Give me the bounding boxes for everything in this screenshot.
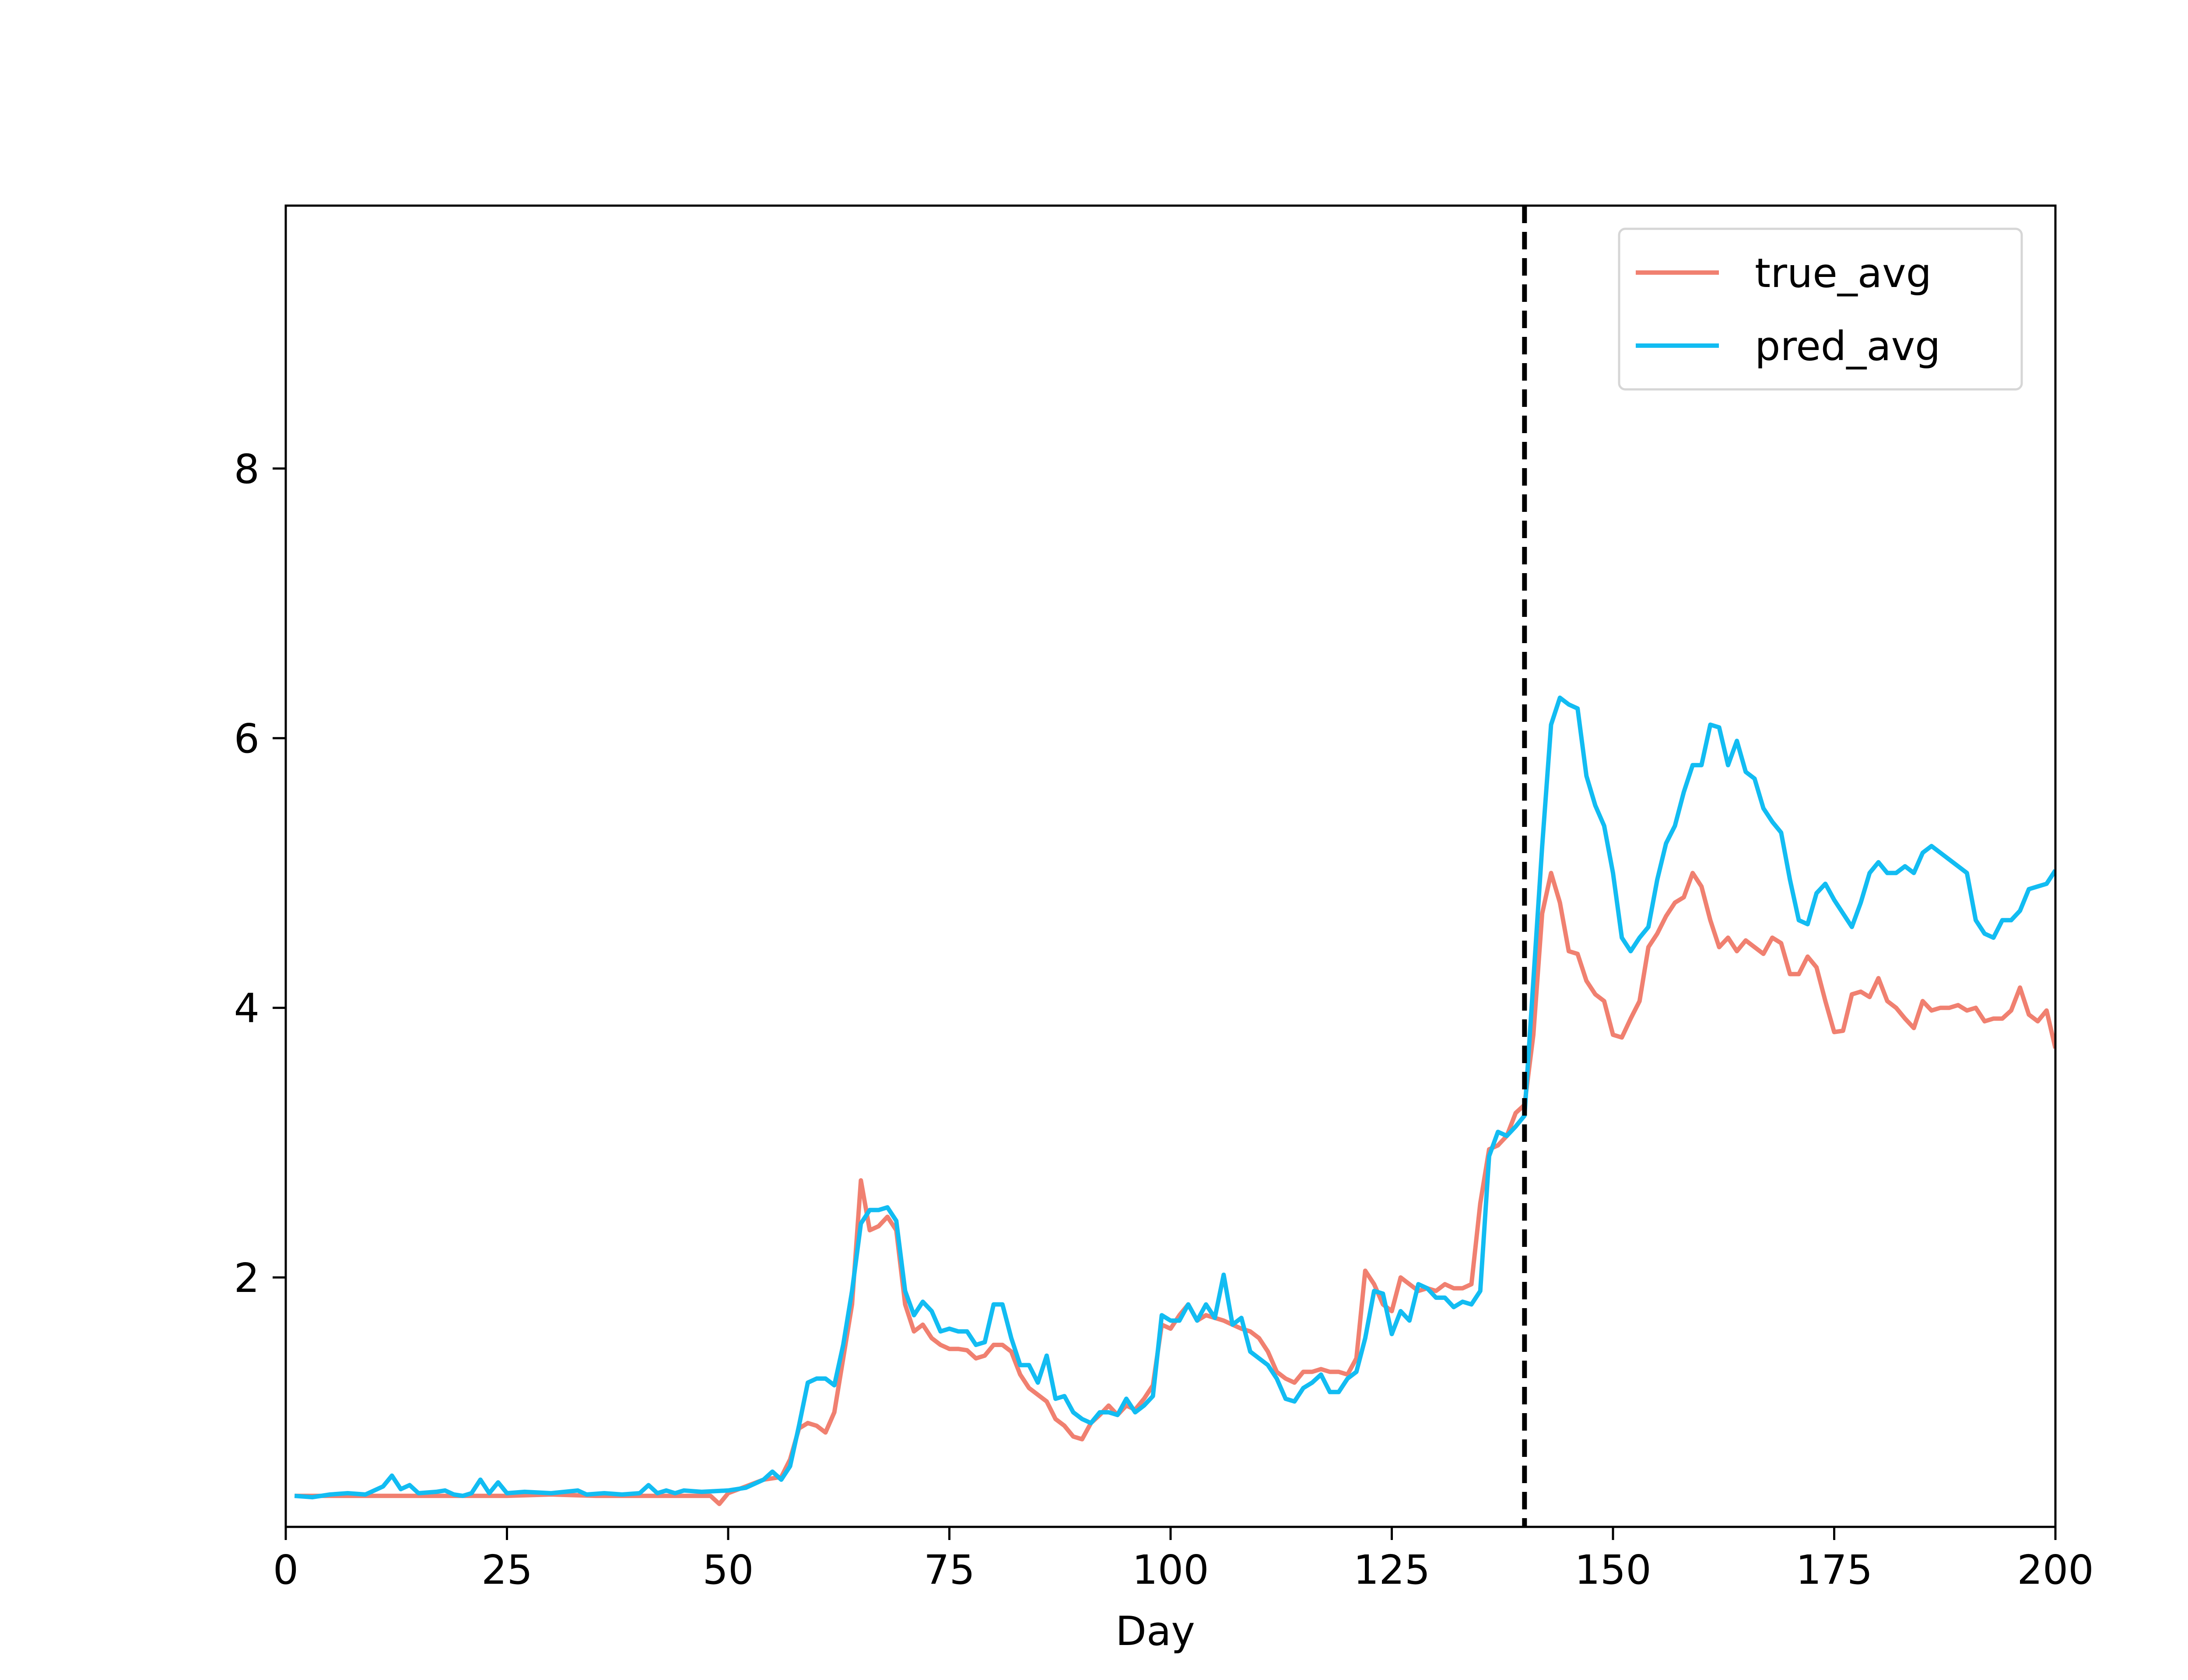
x-tick-label: 75 [924,1547,975,1593]
x-tick-label: 25 [481,1547,533,1593]
legend-label-true-avg: true_avg [1755,250,1932,297]
x-tick-label: 0 [273,1547,299,1593]
x-tick-label: 175 [1796,1547,1873,1593]
legend-box [1618,228,2023,391]
series-line-pred-avg [294,695,2055,1500]
y-tick-label: 4 [234,985,259,1032]
x-axis-label: Day [1115,1608,1195,1655]
x-tick-label: 125 [1353,1547,1431,1593]
y-tick-label: 6 [234,715,259,762]
x-tick-label: 50 [702,1547,754,1593]
legend: true_avg pred_avg [1618,228,2023,391]
y-tick-label: 2 [234,1255,259,1302]
y-tick-label: 8 [234,446,259,493]
plot-area [294,206,2055,1527]
legend-label-pred-avg: pred_avg [1755,323,1940,370]
x-tick-label: 150 [1574,1547,1652,1593]
x-tick-label: 200 [2017,1547,2094,1593]
series-line-true-avg [295,871,2055,1506]
x-tick-label: 100 [1132,1547,1209,1593]
axes: 0 25 50 75 100 125 150 175 200 2 4 6 8 [234,204,2094,1593]
